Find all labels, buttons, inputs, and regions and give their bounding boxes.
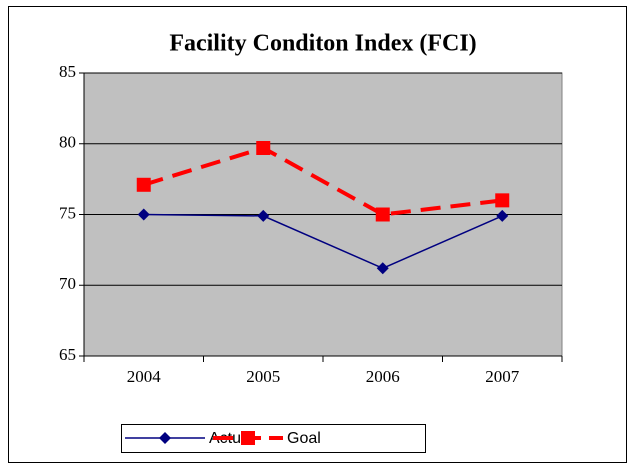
data-point xyxy=(495,193,510,208)
y-tick-label: 65 xyxy=(59,345,76,364)
data-point xyxy=(496,209,509,222)
y-tick-label: 75 xyxy=(59,203,76,222)
data-point xyxy=(376,262,389,275)
data-point xyxy=(257,209,270,222)
series-line xyxy=(143,145,503,217)
x-tick-label: 2004 xyxy=(127,367,162,386)
x-tick-label: 2006 xyxy=(366,367,400,386)
series-line xyxy=(143,213,503,270)
data-point xyxy=(136,177,151,192)
data-point xyxy=(137,208,150,221)
legend-marker xyxy=(159,432,171,444)
legend-label: Goal xyxy=(287,430,321,447)
data-point xyxy=(256,140,271,155)
chart-title: Facility Conditon Index (FCI) xyxy=(169,31,476,57)
y-tick-label: 80 xyxy=(59,133,76,152)
y-tick-label: 85 xyxy=(59,62,76,81)
legend-marker xyxy=(241,431,255,445)
x-tick-label: 2005 xyxy=(246,367,280,386)
data-point xyxy=(375,207,390,222)
y-tick-label: 70 xyxy=(59,274,76,293)
x-tick-label: 2007 xyxy=(485,367,520,386)
